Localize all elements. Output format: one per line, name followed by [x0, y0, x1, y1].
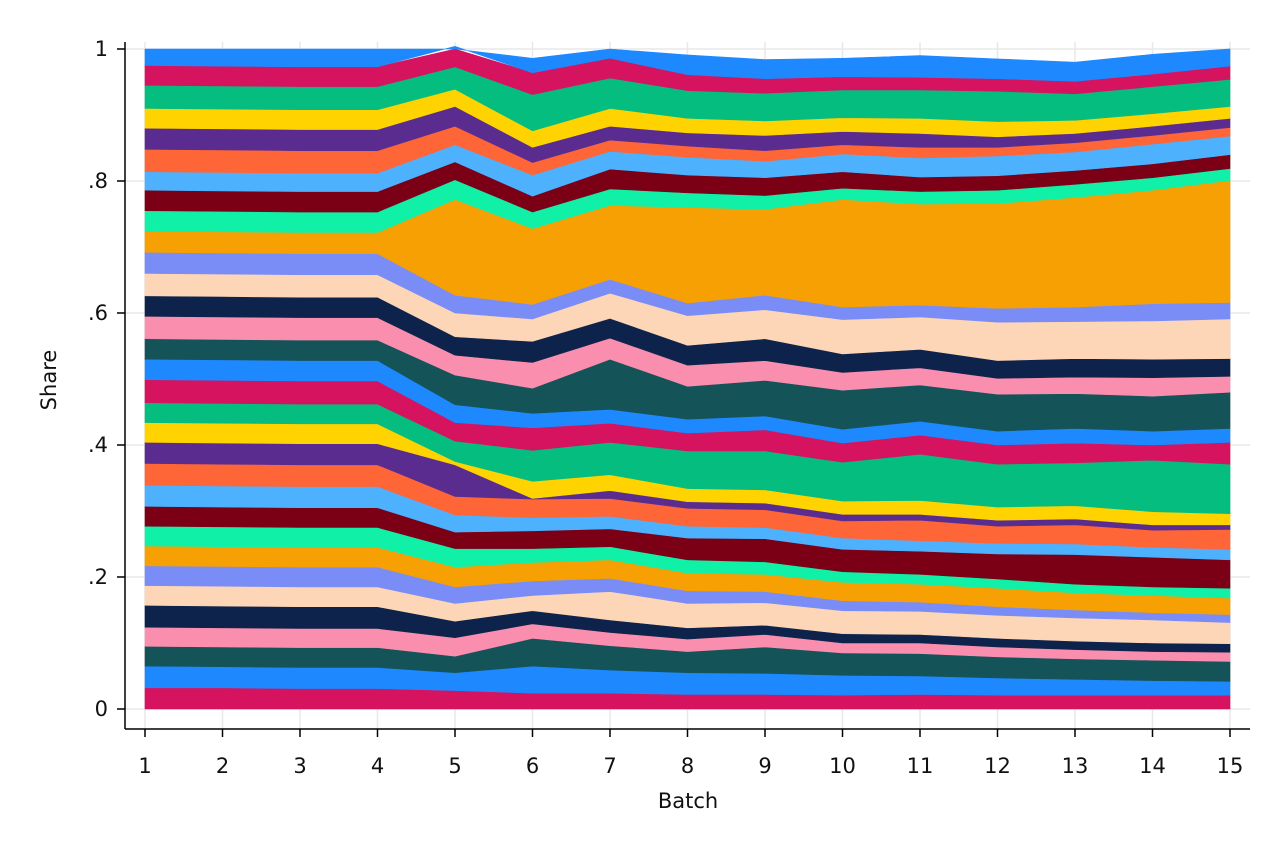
x-tick-label: 15 — [1217, 754, 1244, 778]
x-tick-label: 5 — [448, 754, 461, 778]
y-tick-label: 0 — [95, 697, 108, 721]
y-tick-label: 1 — [95, 37, 108, 61]
x-tick-label: 11 — [907, 754, 934, 778]
x-tick-label: 4 — [371, 754, 384, 778]
y-tick-label: .6 — [88, 301, 108, 325]
x-tick-label: 3 — [293, 754, 306, 778]
x-tick-label: 10 — [829, 754, 856, 778]
tick-layer: 0.2.4.6.811 2 3 4 5 6 7 8 9 10 11 12 13 14 15 — [88, 37, 1243, 778]
area-layer — [144, 46, 1231, 710]
x-axis-title: Batch — [658, 789, 718, 813]
y-tick-label: .2 — [88, 565, 108, 589]
area-series-32 — [144, 46, 1231, 82]
y-axis-title: Share — [37, 350, 61, 411]
x-tick-label: 8 — [681, 754, 694, 778]
x-tick-label: 12 — [984, 754, 1011, 778]
x-tick-label: 2 — [216, 754, 229, 778]
y-tick-label: .4 — [88, 433, 108, 457]
x-tick-label: 9 — [758, 754, 771, 778]
x-tick-label: 13 — [1062, 754, 1089, 778]
y-tick-label: .8 — [88, 169, 108, 193]
x-tick-label: 1 — [138, 754, 151, 778]
x-tick-label: 7 — [603, 754, 616, 778]
x-tick-label: 14 — [1139, 754, 1166, 778]
x-tick-label: 6 — [526, 754, 539, 778]
